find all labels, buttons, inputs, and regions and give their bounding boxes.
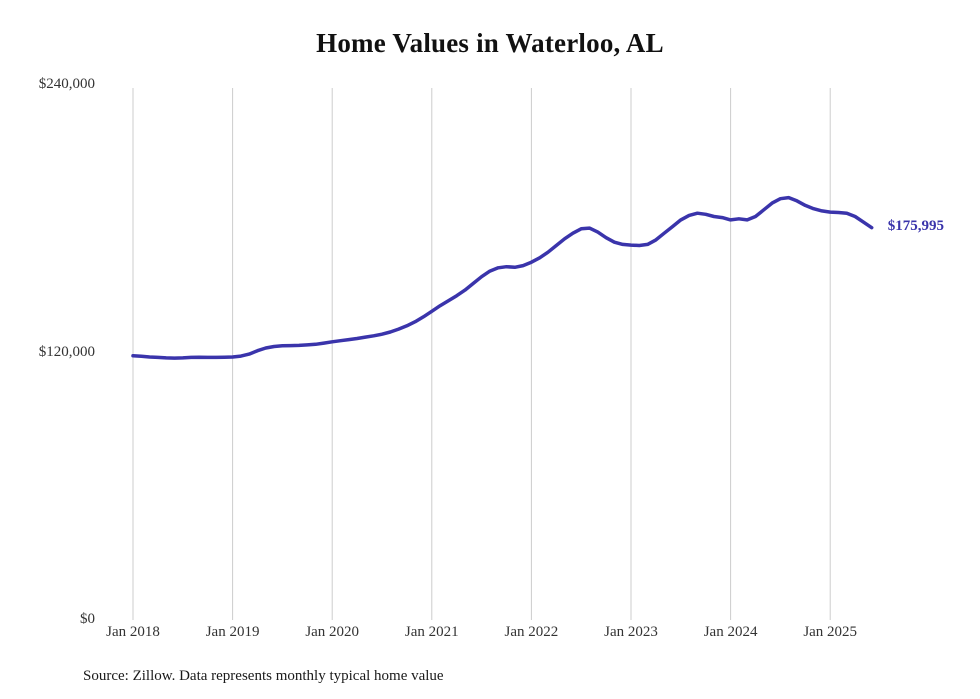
y-tick-label: $0 <box>80 611 95 627</box>
y-tick-label: $120,000 <box>38 343 95 360</box>
home-value-line <box>131 195 874 360</box>
x-tick-label: Jan 2024 <box>703 624 758 640</box>
x-tick-label: Jan 2019 <box>205 624 260 640</box>
y-tick-label: $240,000 <box>38 76 95 92</box>
source-note: Source: Zillow. Data represents monthly … <box>83 668 444 684</box>
current-value-label: $175,995 <box>887 217 944 234</box>
x-tick-label: Jan 2021 <box>404 624 459 640</box>
chart-title: Home Values in Waterloo, AL <box>316 28 664 58</box>
x-tick-label: Jan 2022 <box>504 624 559 640</box>
x-tick-label: Jan 2018 <box>106 624 160 640</box>
x-tick-label: Jan 2020 <box>305 624 360 640</box>
x-tick-label: Jan 2025 <box>803 624 858 640</box>
x-tick-label: Jan 2023 <box>604 624 658 640</box>
